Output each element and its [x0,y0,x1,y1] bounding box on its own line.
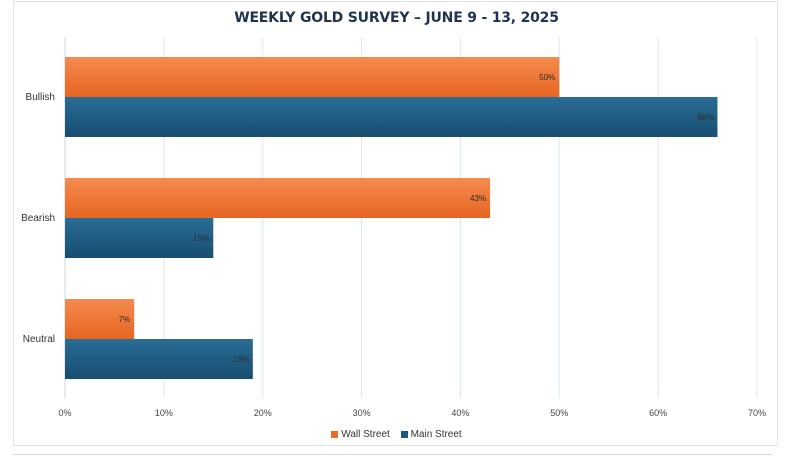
x-tick-label: 10% [155,408,173,418]
y-tick-label-bullish: Bullish [26,92,55,103]
legend: Wall Street Main Street [0,429,793,441]
legend-item-wall-street: Wall Street [331,429,390,440]
bar-wall-street-neutral [65,299,135,339]
chart-title: WEEKLY GOLD SURVEY – JUNE 9 - 13, 2025 [234,10,559,26]
data-label-wall-street-bearish: 43% [470,194,486,203]
legend-swatch-main-street [400,431,408,438]
x-tick-label: 50% [550,408,568,418]
x-tick-label: 30% [353,408,371,418]
y-tick-label-neutral: Neutral [23,334,55,345]
bar-wall-street-bearish [65,178,491,218]
data-label-main-street-neutral: 19% [233,355,249,364]
bar-wall-street-bullish [65,57,560,97]
x-tick-label: 70% [748,408,766,418]
x-tick-label: 60% [649,408,667,418]
bar-main-street-neutral [65,339,253,379]
x-tick-label: 0% [58,408,71,418]
data-label-main-street-bearish: 15% [193,234,209,243]
x-tick-label: 40% [451,408,469,418]
y-tick-label-bearish: Bearish [21,213,55,224]
legend-label-wall-street: Wall Street [341,429,390,440]
legend-item-main-street: Main Street [400,429,462,440]
legend-swatch-wall-street [331,431,339,438]
data-label-main-street-bullish: 66% [697,113,713,122]
data-label-wall-street-neutral: 7% [119,315,131,324]
legend-label-main-street: Main Street [410,429,462,440]
bottom-rule [13,454,773,455]
data-label-wall-street-bullish: 50% [539,73,555,82]
bar-main-street-bearish [65,218,214,258]
x-tick-label: 20% [254,408,272,418]
bar-main-street-bullish [65,97,718,137]
